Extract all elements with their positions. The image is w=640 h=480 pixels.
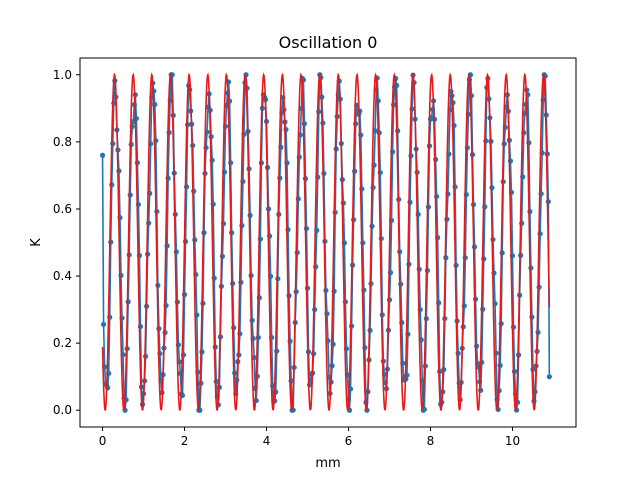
x-tick-label: 2 xyxy=(181,434,189,448)
measured-data-point xyxy=(302,176,309,182)
measured-data-point xyxy=(546,374,552,380)
measured-data-point xyxy=(395,128,401,134)
measured-data-point xyxy=(433,156,439,163)
measured-data-point xyxy=(535,329,541,335)
measured-data-point xyxy=(423,316,429,322)
measured-data-point xyxy=(109,182,115,188)
x-tick-label: 8 xyxy=(427,434,435,448)
measured-data-point xyxy=(527,208,533,215)
axes-frame xyxy=(79,57,577,428)
measured-data-point xyxy=(247,212,253,218)
measured-data-point xyxy=(312,306,318,313)
measured-data-point xyxy=(126,252,132,258)
x-tick-label: 0 xyxy=(99,434,107,448)
measured-data-point xyxy=(199,349,205,355)
measured-data-point xyxy=(422,363,428,369)
measured-data-point xyxy=(251,354,257,361)
measured-data-point xyxy=(545,199,551,205)
measured-data-point xyxy=(472,296,479,302)
measured-data-point xyxy=(329,363,335,369)
x-tick-label: 4 xyxy=(263,434,271,448)
fitted-series-line xyxy=(101,72,551,411)
measured-data-point xyxy=(154,208,160,215)
y-tick-label: 0.2 xyxy=(53,336,72,350)
measured-data-point xyxy=(351,217,357,223)
measured-data-point xyxy=(424,267,430,274)
measured-data-point xyxy=(386,297,393,303)
measured-data-point xyxy=(99,152,106,158)
x-tick-label: 6 xyxy=(345,434,353,448)
measured-data-point xyxy=(277,175,283,181)
measured-data-point xyxy=(499,250,505,256)
y-axis-label: K xyxy=(29,238,44,247)
y-tick-label: 0.8 xyxy=(53,135,72,149)
measured-data-point xyxy=(230,280,236,287)
y-tick-label: 1.0 xyxy=(53,68,72,82)
measured-data-point xyxy=(128,141,134,148)
measured-data-point xyxy=(100,321,107,327)
measured-data-point xyxy=(407,199,413,205)
measured-data-point xyxy=(375,98,381,104)
measured-data-point xyxy=(304,285,311,291)
measured-data-point xyxy=(249,317,255,324)
measured-data-point xyxy=(191,188,197,194)
measured-data-point xyxy=(320,120,326,126)
y-tick-label: 0.4 xyxy=(53,269,72,283)
measured-data-point xyxy=(108,239,114,245)
x-axis-label: mm xyxy=(315,456,340,471)
measured-data-point xyxy=(528,265,534,271)
measured-data-point xyxy=(332,209,338,215)
x-tick-label: 10 xyxy=(505,434,520,448)
measured-data-point xyxy=(501,141,507,147)
axes-group: 0 2 4 6 8 10 0.0 0.2 0.4 0.6 0.8 1.0 xyxy=(53,57,577,448)
y-tick-label: 0.0 xyxy=(53,403,72,417)
measured-data-point xyxy=(444,216,450,222)
measured-data-point xyxy=(254,373,260,379)
measured-data-point xyxy=(162,329,168,336)
measured-data-point xyxy=(425,204,432,210)
measured-data-point xyxy=(258,160,264,166)
measured-data-point xyxy=(200,300,206,306)
chart-title: Oscillation 0 xyxy=(279,33,378,52)
measured-data-point xyxy=(219,253,226,259)
measured-data-point xyxy=(105,385,111,391)
y-tick-label: 0.6 xyxy=(53,202,72,216)
measured-data-point xyxy=(471,244,478,250)
plot-area xyxy=(99,72,552,413)
